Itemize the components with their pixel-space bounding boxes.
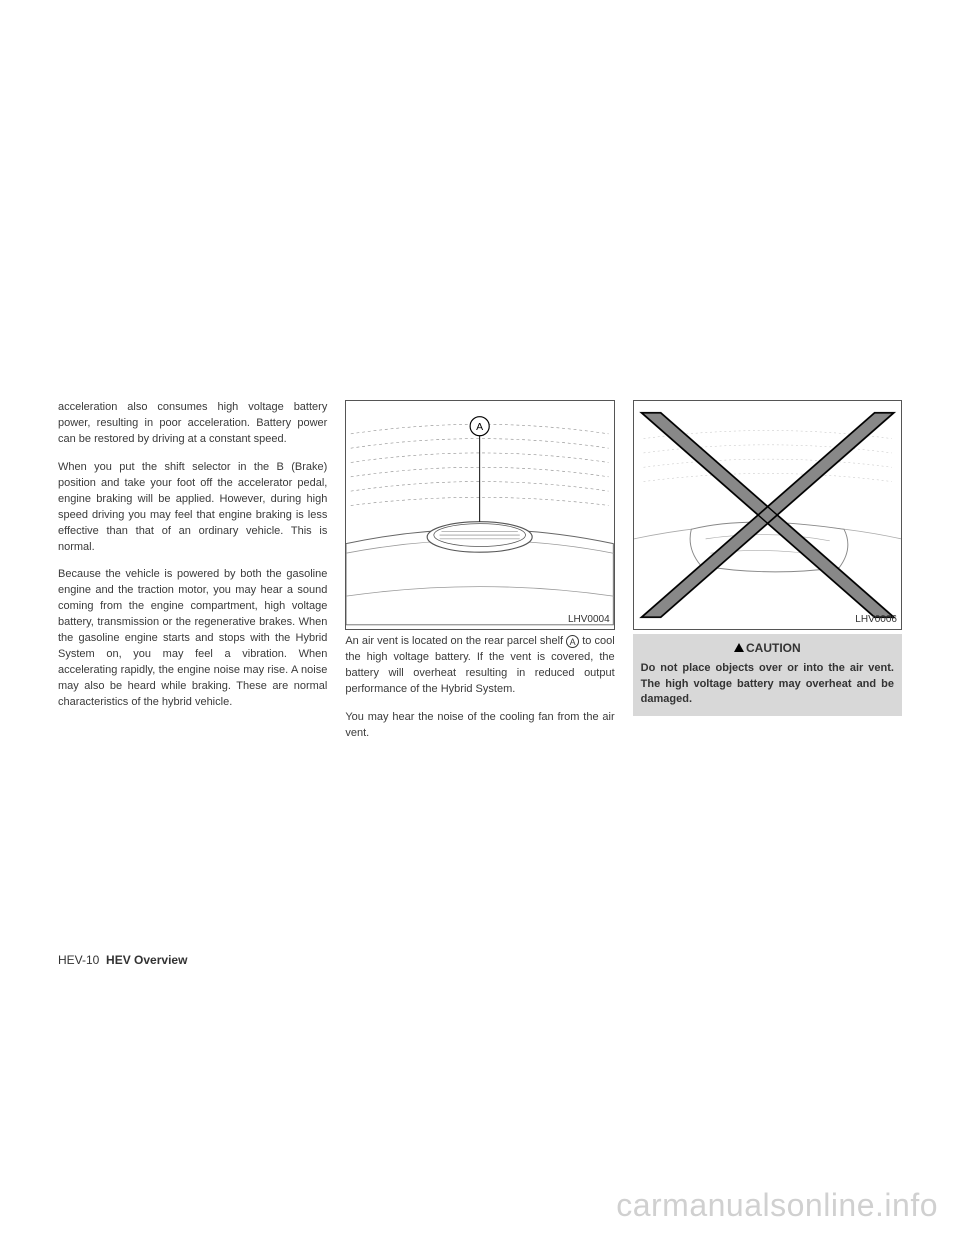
body-text: You may hear the noise of the cooling fa… — [345, 710, 614, 742]
warning-triangle-icon — [734, 643, 744, 652]
body-text: acceleration also consumes high voltage … — [58, 400, 327, 448]
section-title: HEV Overview — [106, 953, 187, 967]
caution-heading: CAUTION — [641, 640, 894, 657]
vent-illustration: A — [346, 401, 613, 629]
figure-air-vent: A LHV0004 — [345, 400, 614, 630]
column-1: acceleration also consumes high voltage … — [58, 400, 327, 754]
cross-illustration — [634, 401, 901, 629]
figure-label: LHV0006 — [855, 613, 897, 628]
body-text: When you put the shift selector in the B… — [58, 460, 327, 556]
page-footer: HEV-10 HEV Overview — [58, 953, 187, 967]
content-columns: acceleration also consumes high voltage … — [58, 400, 902, 754]
figure-do-not-cover: LHV0006 — [633, 400, 902, 630]
watermark: carmanualsonline.info — [616, 1187, 938, 1224]
body-text: Because the vehicle is powered by both t… — [58, 567, 327, 710]
column-3: LHV0006 CAUTION Do not place objects ove… — [633, 400, 902, 754]
page-number: HEV-10 — [58, 953, 99, 967]
caution-box: CAUTION Do not place objects over or int… — [633, 634, 902, 716]
callout-a-label: A — [476, 421, 483, 433]
caution-text: Do not place objects over or into the ai… — [641, 661, 894, 707]
figure-label: LHV0004 — [568, 613, 610, 628]
column-2: A LHV0004 An air vent is located on the … — [345, 400, 614, 754]
callout-a-icon: A — [566, 635, 579, 648]
body-text: An air vent is located on the rear parce… — [345, 634, 614, 698]
